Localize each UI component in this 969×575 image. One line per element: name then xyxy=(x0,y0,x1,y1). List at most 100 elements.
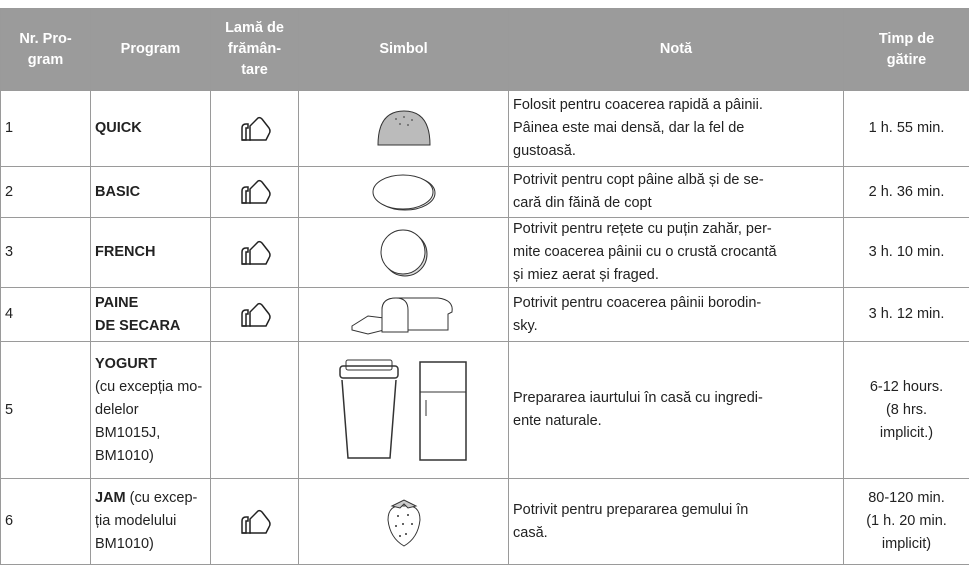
header-row: Nr. Pro-gram Program Lamă de frămân-tare Sim… xyxy=(1,9,969,91)
time-cell: 6-12 hours.(8 hrs.implicit.) xyxy=(844,342,969,479)
cell-line: implicit) xyxy=(882,536,931,552)
cell-line: Timp de xyxy=(879,31,934,47)
nr-cell: 5 xyxy=(1,342,91,479)
blade-cell xyxy=(211,167,299,218)
program-cell: YOGURT (cu excepția mo-delelor BM1015J, BM… xyxy=(91,342,211,479)
cell-line: Potrivit pentru copt pâine albă și de se… xyxy=(513,172,764,188)
program-cell: PAINE DE SECARA xyxy=(91,288,211,342)
blade-cell xyxy=(211,342,299,479)
cell-line: 3 h. 10 min. xyxy=(869,244,945,260)
table-body: 1 QUICK Folosit pentru coacerea rapidă a p… xyxy=(1,91,969,565)
icon-blade xyxy=(238,240,272,266)
cell-line: 1 h. 55 min. xyxy=(869,120,945,136)
cell-line: frămân- xyxy=(228,41,281,57)
cell-line: 80-120 min. xyxy=(868,490,945,506)
cell-line: ția modelului xyxy=(95,513,176,529)
cell-line: gram xyxy=(28,52,63,68)
cell-line: Notă xyxy=(660,41,692,57)
cell-line: tare xyxy=(241,62,268,78)
program-cell: JAM (cu excep-ția modelului BM1010) xyxy=(91,479,211,565)
nr: 4 xyxy=(5,306,13,322)
icon-straw xyxy=(384,496,424,548)
note-cell: Potrivit pentru rețete cu puțin zahăr, p… xyxy=(509,218,844,288)
nr: 5 xyxy=(5,402,13,418)
nr-cell: 2 xyxy=(1,167,91,218)
cell-line: Nr. Pro- xyxy=(19,31,71,47)
cell-line: gătire xyxy=(887,52,927,68)
nr: 1 xyxy=(5,120,13,136)
cell-line: Folosit pentru coacerea rapidă a pâinii. xyxy=(513,97,763,113)
time-cell: 80-120 min. (1 h. 20 min. implicit) xyxy=(844,479,969,565)
nr-cell: 3 xyxy=(1,218,91,288)
cell-line: PAINE xyxy=(95,295,138,311)
cell-line: JAM xyxy=(95,490,126,506)
table-row: 4 PAINE DE SECARA Potrivit pentru coacerea … xyxy=(1,288,969,342)
time-cell: 1 h. 55 min. xyxy=(844,91,969,167)
symbol-cell xyxy=(299,218,509,288)
header-cell: Lamă de frămân-tare xyxy=(211,9,299,91)
icon-rye xyxy=(348,292,460,338)
cell-line: Program xyxy=(121,41,181,57)
icon-blade xyxy=(238,302,272,328)
table-row: 2 BASIC Potrivit pentru copt pâine albă și… xyxy=(1,167,969,218)
blade-cell xyxy=(211,288,299,342)
nr-cell: 6 xyxy=(1,479,91,565)
icon-yogurt xyxy=(334,354,474,466)
cell-line: 2 h. 36 min. xyxy=(869,184,945,200)
cell-line: FRENCH xyxy=(95,244,155,260)
program-cell: QUICK xyxy=(91,91,211,167)
cell-line: Simbol xyxy=(379,41,427,57)
cell-line: Pâinea este mai densă, dar la fel de xyxy=(513,120,744,136)
cell-line: (1 h. 20 min. xyxy=(866,513,947,529)
symbol-cell xyxy=(299,288,509,342)
header-cell: Simbol xyxy=(299,9,509,91)
cell-line: Lamă de xyxy=(225,20,284,36)
cell-line: delelor BM1015J, xyxy=(95,402,160,441)
cell-line: implicit.) xyxy=(880,425,933,441)
program-cell: BASIC xyxy=(91,167,211,218)
header-cell: Timp de gătire xyxy=(844,9,969,91)
icon-blade xyxy=(238,179,272,205)
blade-cell xyxy=(211,91,299,167)
cell-line: (cu excep- xyxy=(130,490,198,506)
cell-line: ente naturale. xyxy=(513,413,602,429)
cell-line: gustoasă. xyxy=(513,143,576,159)
header-cell: Nr. Pro-gram xyxy=(1,9,91,91)
cell-line: 3 h. 12 min. xyxy=(869,306,945,322)
symbol-cell xyxy=(299,167,509,218)
cell-line: cară din făină de copt xyxy=(513,195,652,211)
cell-line: BM1010) xyxy=(95,448,154,464)
cell-line: mite coacerea pâinii cu o crustă crocant… xyxy=(513,244,777,260)
icon-french xyxy=(374,227,434,279)
cell-line: Prepararea iaurtului în casă cu ingredi- xyxy=(513,390,763,406)
cell-line: DE SECARA xyxy=(95,318,180,334)
symbol-cell xyxy=(299,91,509,167)
cell-line: Potrivit pentru prepararea gemului în xyxy=(513,502,748,518)
cell-line: BM1010) xyxy=(95,536,154,552)
blade-cell xyxy=(211,479,299,565)
time-cell: 2 h. 36 min. xyxy=(844,167,969,218)
table-row: 5 YOGURT (cu excepția mo-delelor BM1015J, B… xyxy=(1,342,969,479)
cell-line: sky. xyxy=(513,318,538,334)
cell-line: (cu excepția mo- xyxy=(95,379,202,395)
note-cell: Potrivit pentru coacerea pâinii borodin-… xyxy=(509,288,844,342)
icon-blade xyxy=(238,509,272,535)
cell-line: 6-12 hours. xyxy=(870,379,943,395)
cell-line: YOGURT xyxy=(95,356,157,372)
symbol-cell xyxy=(299,342,509,479)
cell-line: Potrivit pentru rețete cu puțin zahăr, p… xyxy=(513,221,772,237)
nr-cell: 1 xyxy=(1,91,91,167)
cell-line: casă. xyxy=(513,525,548,541)
note-cell: Potrivit pentru prepararea gemului în cas… xyxy=(509,479,844,565)
nr: 3 xyxy=(5,244,13,260)
program-table: Nr. Pro-gram Program Lamă de frămân-tare Sim… xyxy=(0,8,969,565)
table-row: 3 FRENCH Potrivit pentru rețete cu puțin z… xyxy=(1,218,969,288)
cell-line: și miez aerat și fraged. xyxy=(513,267,659,283)
icon-basic xyxy=(371,171,437,213)
time-cell: 3 h. 10 min. xyxy=(844,218,969,288)
icon-quick xyxy=(374,107,434,151)
cell-line: BASIC xyxy=(95,184,140,200)
nr: 2 xyxy=(5,184,13,200)
table-row: 1 QUICK Folosit pentru coacerea rapidă a p… xyxy=(1,91,969,167)
